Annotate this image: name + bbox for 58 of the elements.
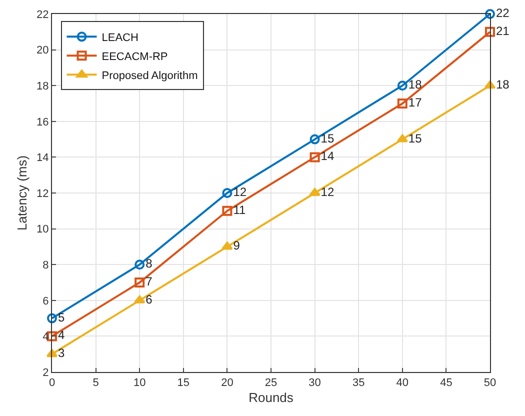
y-tick-label: 14	[36, 152, 49, 164]
point	[222, 188, 232, 198]
y-tick-label: 18	[36, 80, 49, 92]
data-label: 18	[408, 78, 422, 92]
point	[397, 80, 408, 91]
data-label: 6	[146, 292, 153, 306]
y-tick-label: 2	[42, 366, 49, 379]
x-axis-title: Rounds	[248, 390, 294, 405]
point	[485, 26, 495, 37]
data-label: 15	[320, 131, 334, 146]
data-label: 17	[408, 96, 422, 110]
data-label: 11	[233, 202, 246, 217]
data-label: 3	[58, 346, 65, 360]
y-axis-title: Latency (ms)	[14, 155, 30, 231]
data-label: 4	[58, 328, 65, 342]
x-tick-label: 30	[308, 377, 321, 390]
data-label: 7	[146, 274, 153, 288]
point	[485, 9, 495, 19]
data-label: 22	[496, 6, 510, 20]
legend-label: EECACM-RP	[102, 50, 168, 63]
x-tick-label: 20	[221, 377, 234, 390]
data-label: 15	[408, 131, 422, 146]
x-tick-label: 10	[133, 377, 146, 390]
y-tick-label: 16	[36, 116, 49, 128]
y-tick-label: 20	[36, 44, 49, 57]
point	[310, 134, 320, 144]
x-tick-label: 25	[264, 377, 278, 390]
x-tick-label: 35	[352, 377, 365, 390]
legend-label: LEACH	[102, 32, 138, 44]
x-tick-label: 15	[177, 377, 190, 390]
point	[396, 134, 408, 142]
data-label: 8	[146, 256, 153, 271]
point	[134, 278, 145, 288]
y-tick-label: 8	[42, 259, 49, 272]
point	[222, 242, 233, 250]
point	[397, 98, 408, 108]
data-label: 5	[58, 310, 65, 324]
point	[134, 260, 145, 270]
data-label: 14	[320, 149, 334, 164]
point	[310, 152, 320, 162]
y-tick-label: 22	[36, 8, 49, 21]
x-tick-label: 0	[48, 377, 56, 390]
x-tick-label: 45	[440, 377, 452, 390]
y-tick-label: 6	[42, 295, 49, 308]
data-label: 12	[233, 185, 247, 199]
data-label: 9	[233, 238, 240, 253]
y-tick-label: 12	[36, 188, 49, 200]
data-label: 21	[496, 24, 510, 38]
data-label: 12	[320, 185, 334, 199]
legend-label: Proposed Algorithm	[102, 70, 198, 82]
point	[222, 206, 232, 216]
point	[134, 295, 146, 304]
data-label: 18	[496, 78, 510, 92]
point	[47, 313, 57, 324]
x-tick-label: 40	[396, 377, 409, 390]
x-tick-label: 50	[484, 377, 496, 390]
x-tick-label: 5	[92, 377, 99, 390]
y-tick-label: 10	[36, 224, 49, 236]
